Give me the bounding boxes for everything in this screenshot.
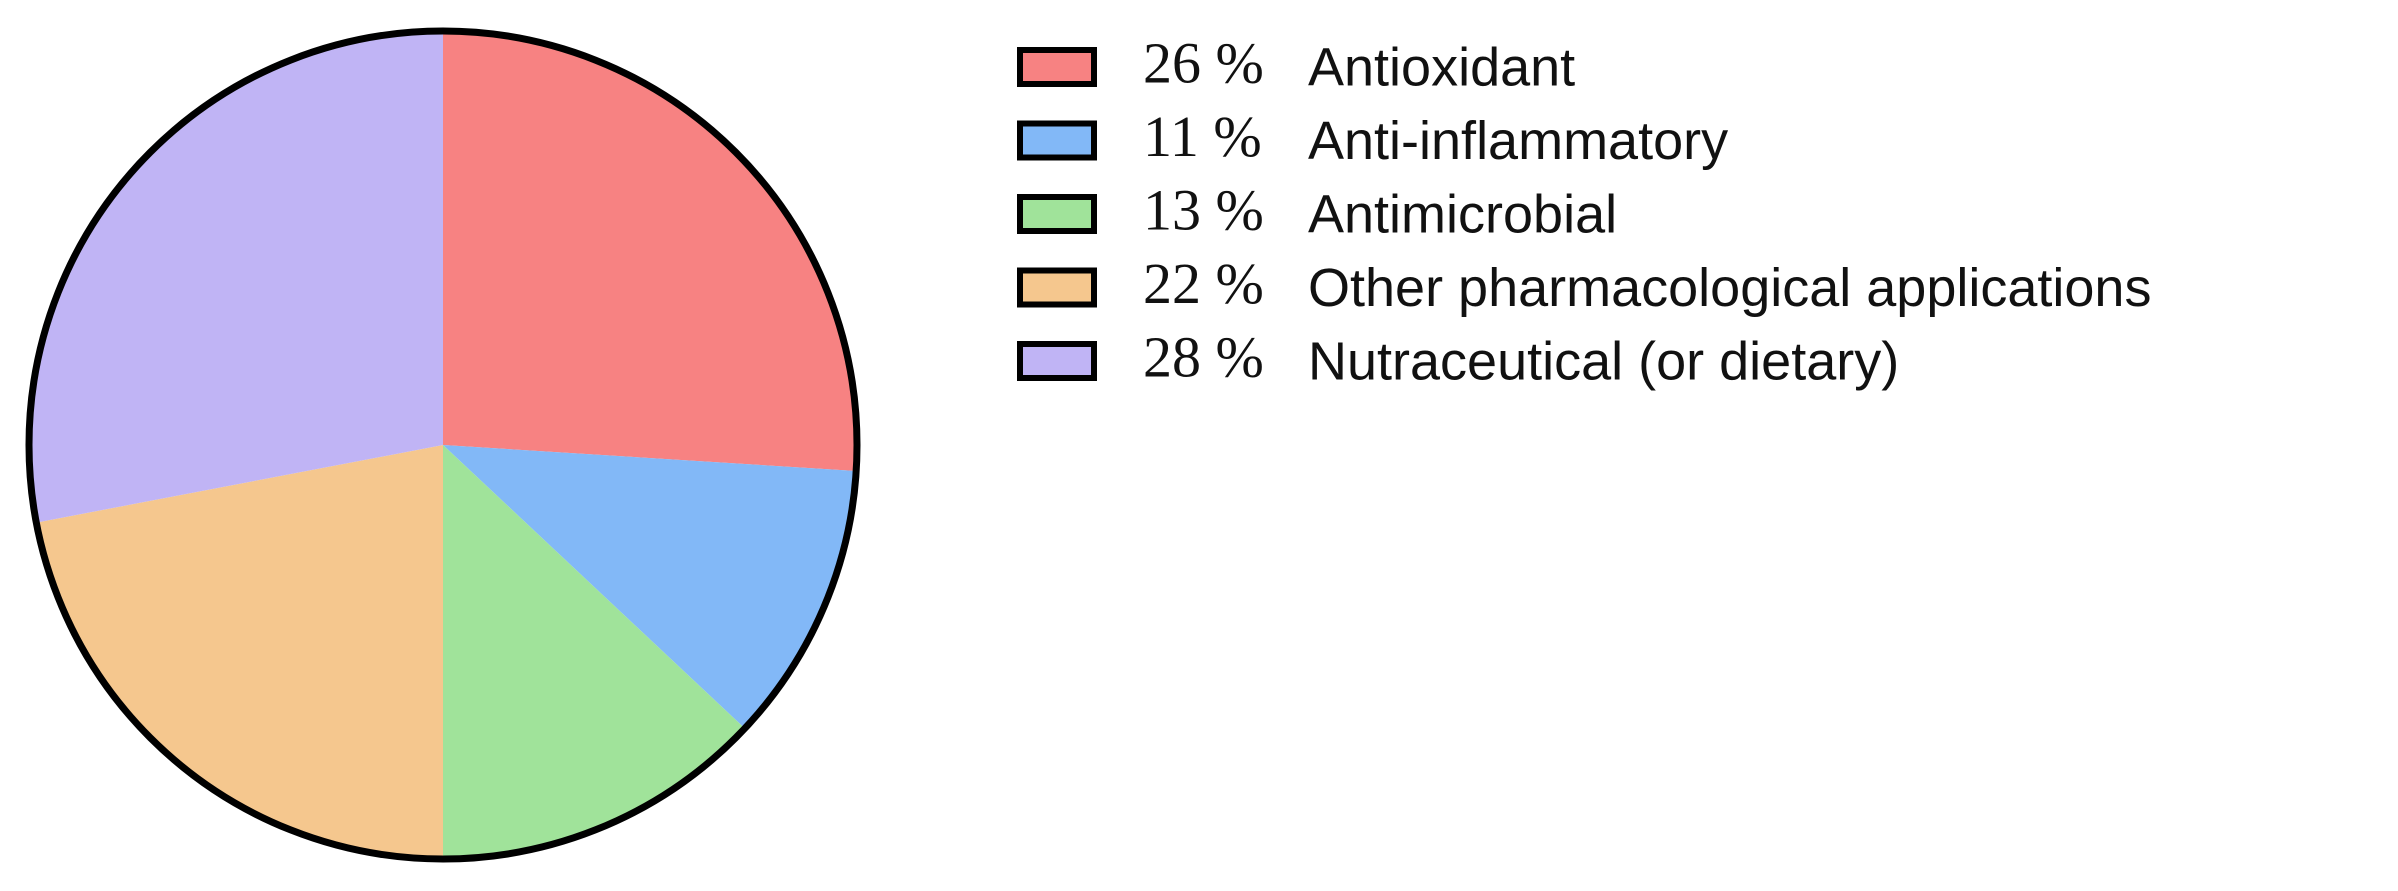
legend-value-label: 11 % [1143,104,1262,169]
legend-swatch [1017,47,1097,87]
pie-slice [443,445,745,859]
legend-value-label: 22 % [1143,251,1264,316]
legend-value-label: 26 % [1143,30,1264,95]
legend-label: Anti-inflammatory [1308,111,1728,171]
legend-label: Other pharmacological applications [1308,258,2151,318]
legend-swatch [1017,194,1097,234]
legend-swatch [1017,267,1097,308]
legend-value-label: 13 % [1143,177,1264,242]
legend-label: Antioxidant [1308,37,1575,97]
legend-label: Antimicrobial [1308,184,1617,244]
pie-slice [36,445,444,859]
pie-slice [28,31,444,523]
legend-swatch [1017,341,1097,381]
pie-slice [443,31,857,471]
pie-outline [25,27,861,863]
pie-slice [443,445,857,729]
legend-swatch [1017,120,1097,161]
legend-value-label: 28 % [1143,324,1264,389]
legend-label: Nutraceutical (or dietary) [1308,331,1899,391]
